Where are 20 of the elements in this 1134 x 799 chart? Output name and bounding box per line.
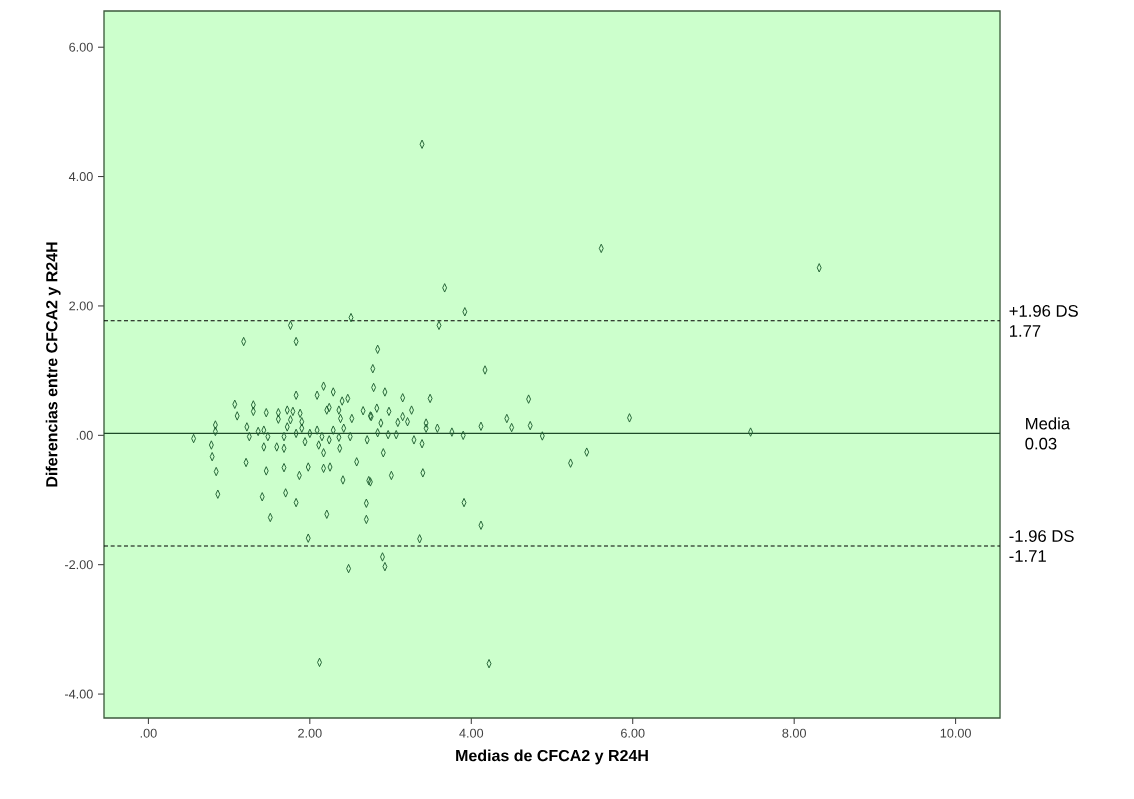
x-axis-title: Medias de CFCA2 y R24H <box>456 749 648 765</box>
y-tick-label: .00 <box>76 430 93 440</box>
x-tick-label: 4.00 <box>459 728 484 738</box>
x-tick-label: 10.00 <box>940 728 971 738</box>
text: 1.77 <box>1010 325 1041 337</box>
y-tick-label: 4.00 <box>68 172 93 182</box>
ref-line-label: -1.96 DS <box>1009 530 1074 542</box>
y-tick-label: -2.00 <box>64 560 93 570</box>
text: -1.71 <box>1009 550 1046 562</box>
x-tick-label: 8.00 <box>782 728 806 738</box>
text: 0.03 <box>1025 437 1057 450</box>
y-tick-label: 6.00 <box>69 42 93 52</box>
ref-line-label: Media <box>1026 417 1071 430</box>
y-tick-label: -4.00 <box>64 689 93 699</box>
x-tick-label: 2.00 <box>298 728 322 738</box>
y-tick-label: 2.00 <box>69 301 93 311</box>
x-tick-label: .00 <box>140 728 157 738</box>
x-tick-label: 6.00 <box>621 728 645 738</box>
ref-line-label: +1.96 DS <box>1009 305 1078 317</box>
y-axis-title: Diferencias entre CFCA2 y R24H <box>45 242 61 487</box>
